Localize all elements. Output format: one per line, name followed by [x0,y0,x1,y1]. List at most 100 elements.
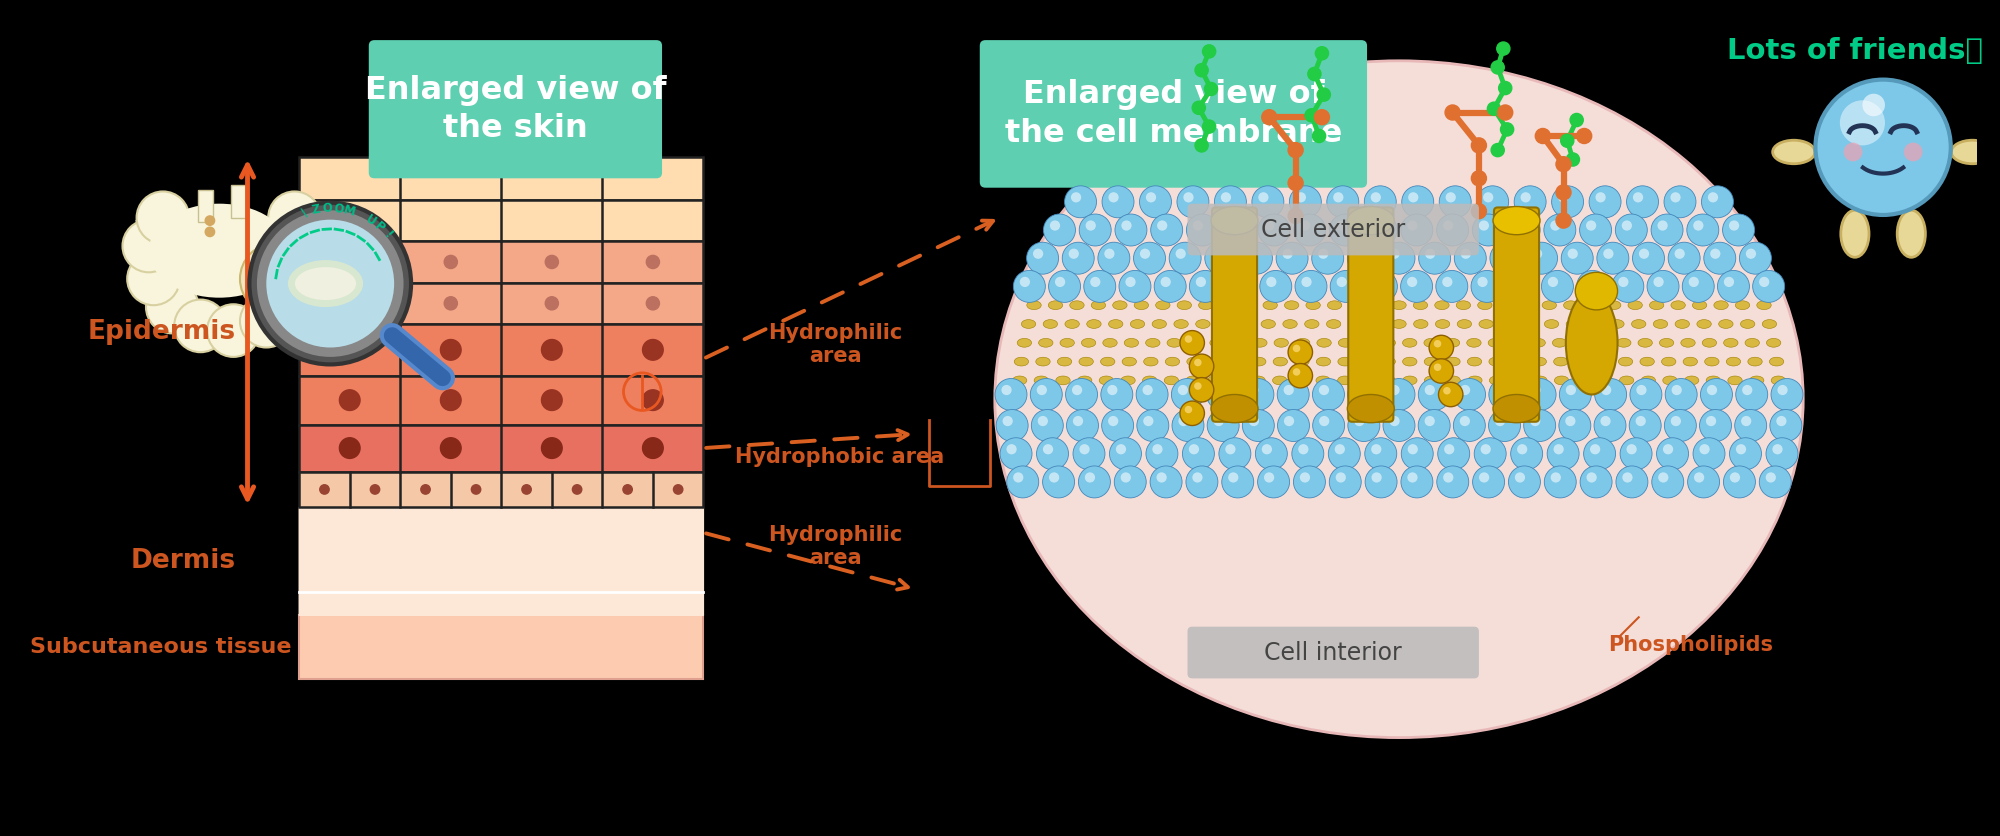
Circle shape [1306,109,1318,122]
Circle shape [1136,410,1168,441]
Circle shape [1724,466,1756,498]
Circle shape [1354,248,1364,259]
Circle shape [1184,405,1192,413]
Ellipse shape [1328,301,1342,309]
Circle shape [1192,221,1204,231]
Ellipse shape [1120,376,1136,385]
Circle shape [1530,416,1540,426]
Circle shape [1390,416,1400,426]
Circle shape [1742,385,1752,395]
Circle shape [1384,242,1414,274]
Circle shape [1108,385,1118,395]
Circle shape [1290,186,1322,218]
Circle shape [1430,335,1454,359]
Circle shape [1172,379,1204,410]
Ellipse shape [1348,206,1394,235]
Circle shape [622,485,632,494]
Circle shape [542,438,562,458]
Ellipse shape [1740,319,1754,329]
Circle shape [1472,466,1504,498]
Text: U: U [364,212,378,228]
Circle shape [1390,385,1400,395]
Ellipse shape [1596,339,1610,347]
Circle shape [1400,214,1432,246]
Ellipse shape [1772,140,1814,164]
Circle shape [1566,385,1576,395]
Circle shape [1636,385,1646,395]
Circle shape [1638,248,1650,259]
Circle shape [340,390,360,410]
Circle shape [1224,270,1256,303]
Ellipse shape [1566,319,1580,329]
Circle shape [440,438,462,458]
Ellipse shape [1414,319,1428,329]
Circle shape [1208,410,1240,441]
Circle shape [1816,79,1950,215]
Circle shape [1760,277,1770,287]
Ellipse shape [1620,376,1634,385]
Ellipse shape [1402,357,1416,366]
Circle shape [1204,83,1218,95]
Ellipse shape [1618,357,1632,366]
Circle shape [1212,248,1222,259]
Circle shape [1186,466,1218,498]
Circle shape [1156,472,1166,482]
Ellipse shape [1718,319,1734,329]
Circle shape [1526,242,1558,274]
Circle shape [1038,416,1048,426]
Circle shape [1418,242,1450,274]
Ellipse shape [1156,301,1170,309]
Bar [300,615,704,680]
Circle shape [278,215,330,268]
Ellipse shape [1064,319,1080,329]
Ellipse shape [1576,357,1590,366]
Ellipse shape [1596,357,1612,366]
Circle shape [1508,466,1540,498]
Circle shape [1512,277,1522,287]
Ellipse shape [1542,301,1556,309]
Ellipse shape [1494,206,1540,235]
Circle shape [572,485,582,494]
Ellipse shape [1360,376,1374,385]
Circle shape [646,255,660,268]
Ellipse shape [1610,319,1624,329]
Circle shape [1282,248,1292,259]
Circle shape [1666,379,1698,410]
Circle shape [1408,277,1418,287]
Circle shape [1550,221,1560,231]
FancyBboxPatch shape [980,40,1368,188]
Circle shape [1258,466,1290,498]
Circle shape [1292,438,1324,470]
Circle shape [1494,416,1506,426]
Ellipse shape [1756,301,1772,309]
Circle shape [1604,248,1614,259]
Circle shape [1418,379,1450,410]
Circle shape [420,485,430,494]
Circle shape [1694,438,1724,470]
Circle shape [1670,192,1680,202]
Circle shape [1070,192,1082,202]
Circle shape [1518,444,1528,454]
Circle shape [1718,270,1750,303]
Circle shape [1772,379,1802,410]
Circle shape [1594,379,1626,410]
Circle shape [1544,466,1576,498]
Ellipse shape [1326,319,1340,329]
Ellipse shape [1726,357,1740,366]
Circle shape [1074,438,1104,470]
Circle shape [1460,248,1470,259]
Ellipse shape [1348,319,1362,329]
Circle shape [1492,61,1504,74]
Circle shape [1202,45,1216,58]
Ellipse shape [1414,301,1428,309]
Ellipse shape [1632,319,1646,329]
Circle shape [1288,143,1304,158]
Circle shape [1062,242,1094,274]
Circle shape [1228,472,1238,482]
Circle shape [1184,192,1194,202]
Circle shape [1134,242,1166,274]
Text: Enlarged view of
the skin: Enlarged view of the skin [364,74,666,144]
Circle shape [1114,214,1146,246]
Text: Dermis: Dermis [132,548,236,574]
Circle shape [1278,410,1310,441]
